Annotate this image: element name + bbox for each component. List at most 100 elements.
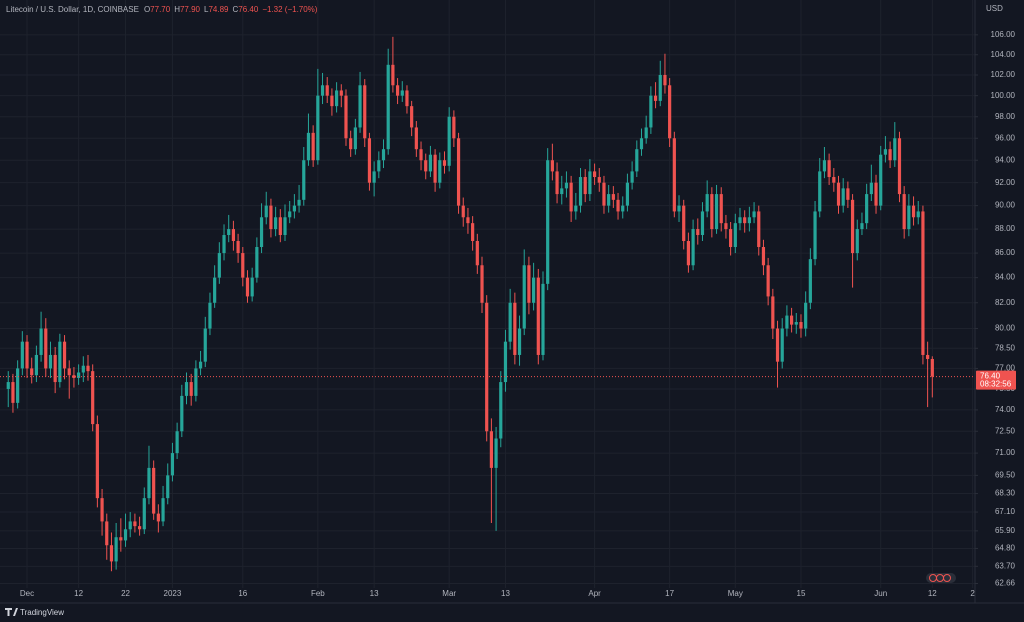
candle-body: [428, 154, 433, 172]
candle-body: [733, 223, 737, 248]
x-tick-label: 13: [501, 589, 510, 598]
candle-body: [635, 149, 639, 172]
candle-body: [672, 138, 676, 212]
candle-body: [335, 90, 339, 107]
candle-body: [39, 328, 43, 355]
candle-body: [414, 127, 418, 150]
candle-body: [846, 188, 850, 200]
brand[interactable]: TradingView: [5, 608, 64, 617]
candle-body: [513, 302, 517, 355]
candles: [6, 36, 934, 572]
y-tick-label: 80.00: [995, 324, 1016, 333]
candle-body: [691, 229, 695, 266]
candle-body: [222, 235, 226, 254]
brand-name[interactable]: TradingView: [20, 608, 64, 617]
candle-body: [311, 132, 315, 161]
y-tick-label: 82.00: [995, 298, 1016, 307]
candle-body: [804, 302, 808, 329]
candle-body: [184, 382, 189, 396]
candle-body: [775, 328, 780, 362]
candle-body: [827, 160, 831, 178]
candle-body: [865, 194, 869, 224]
y-tick-label: 106.00: [991, 30, 1016, 39]
candle-body: [668, 85, 672, 139]
symbol: Litecoin / U.S. Dollar, 1D, COINBASE: [6, 5, 139, 14]
ohlc-key: L: [204, 5, 209, 14]
candle-body: [911, 205, 916, 218]
candle-body: [560, 188, 564, 195]
x-tick-label: Dec: [20, 589, 34, 598]
candle-body: [217, 253, 221, 278]
candle-body: [137, 526, 142, 530]
candle-body: [639, 138, 644, 150]
candle-body: [316, 95, 320, 161]
x-tick-label: Mar: [442, 589, 456, 598]
candle-body: [602, 182, 606, 206]
candle-body: [442, 160, 447, 166]
candle-body: [883, 149, 888, 155]
currency: USD: [986, 4, 1003, 13]
candle-body: [546, 160, 550, 284]
candle-body: [20, 341, 24, 369]
candle-body: [353, 127, 357, 150]
y-tick-label: 98.00: [995, 112, 1016, 121]
candle-body: [72, 375, 76, 378]
candle-body: [227, 229, 231, 236]
candle-body: [119, 537, 123, 541]
candle-body: [625, 182, 630, 206]
candle-body: [621, 205, 625, 212]
candle-body: [578, 177, 583, 206]
candle-body: [916, 211, 920, 218]
candle-body: [95, 424, 99, 499]
candle-body: [696, 229, 700, 236]
countdown: 08:32:56: [980, 380, 1012, 389]
candle-body: [532, 277, 536, 303]
candle-body: [522, 265, 526, 329]
candle-body: [466, 217, 470, 224]
candle-body: [381, 149, 386, 161]
x-tick-label: 13: [370, 589, 379, 598]
candle-body: [480, 265, 484, 303]
candle-body: [841, 188, 845, 206]
candle-body: [34, 354, 38, 376]
y-tick-label: 90.00: [995, 201, 1016, 210]
candle-body: [818, 171, 822, 212]
y-tick-label: 65.90: [995, 526, 1016, 535]
candle-body: [860, 223, 864, 230]
price-tag-box: [976, 370, 1016, 390]
candle-body: [569, 182, 573, 212]
x-tick-label: Feb: [311, 589, 325, 598]
candle-body: [419, 149, 423, 161]
x-tick-label: 12: [928, 589, 937, 598]
candle-body: [128, 521, 132, 530]
candle-body: [597, 177, 601, 183]
candle-body: [471, 223, 475, 241]
candle-body: [611, 194, 615, 200]
candle-body: [372, 171, 376, 183]
candle-body: [489, 431, 493, 468]
candle-body: [241, 253, 245, 278]
candle-body: [67, 368, 71, 376]
x-tick-label: 16: [238, 589, 247, 598]
candle-body: [761, 247, 766, 266]
candle-body: [452, 116, 456, 139]
candle-body: [893, 138, 897, 161]
y-tick-label: 63.70: [995, 561, 1016, 570]
ohlc-value: 77.90: [180, 5, 201, 14]
candle-body: [794, 322, 798, 325]
candle-body: [438, 160, 442, 183]
candle-body: [649, 95, 653, 128]
candle-body: [930, 358, 934, 377]
y-tick-label: 94.00: [995, 155, 1016, 164]
candle-body: [879, 154, 883, 206]
candle-body: [785, 315, 789, 329]
candle-body: [306, 132, 311, 161]
indicator-icon: [926, 573, 956, 583]
candle-body: [475, 240, 479, 266]
candle-body: [888, 149, 892, 161]
y-tick-label: 86.00: [995, 248, 1016, 257]
candle-body: [170, 453, 175, 476]
candle-body: [330, 95, 334, 107]
candle-body: [395, 85, 400, 96]
